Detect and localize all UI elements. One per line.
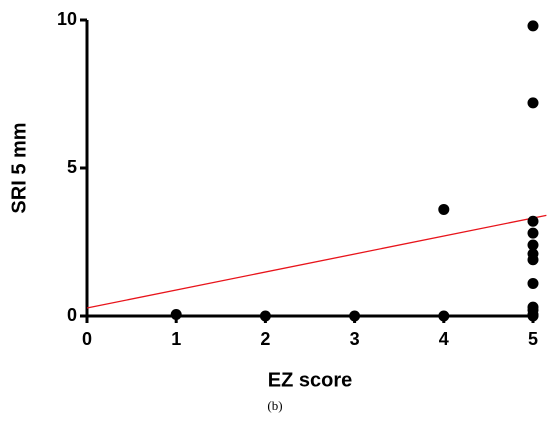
fit-line bbox=[86, 214, 547, 309]
point bbox=[527, 277, 539, 289]
point bbox=[438, 203, 450, 215]
x-tick-label: 5 bbox=[528, 329, 538, 349]
point bbox=[438, 310, 450, 322]
y-tick-label: 0 bbox=[67, 305, 77, 325]
x-tick-label: 2 bbox=[260, 329, 270, 349]
x-tick-label: 4 bbox=[439, 329, 449, 349]
point bbox=[259, 310, 271, 322]
point bbox=[349, 310, 361, 322]
x-tick-label: 3 bbox=[350, 329, 360, 349]
caption: (b) bbox=[267, 398, 282, 413]
point bbox=[527, 97, 539, 109]
point bbox=[527, 20, 539, 32]
x-tick-label: 0 bbox=[82, 329, 92, 349]
y-tick-label: 5 bbox=[67, 157, 77, 177]
point bbox=[527, 310, 539, 322]
y-axis-label: SRI 5 mm bbox=[8, 122, 30, 213]
x-tick-label: 1 bbox=[171, 329, 181, 349]
point bbox=[170, 309, 182, 321]
x-axis-label: EZ score bbox=[268, 369, 352, 391]
point bbox=[527, 215, 539, 227]
point bbox=[527, 254, 539, 266]
point bbox=[527, 227, 539, 239]
point bbox=[527, 239, 539, 251]
y-tick-label: 10 bbox=[57, 9, 77, 29]
